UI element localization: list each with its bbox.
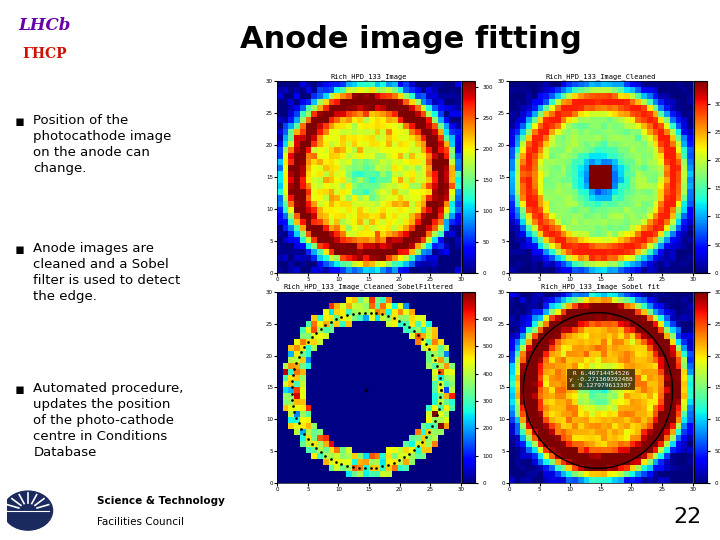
Text: Anode image fitting: Anode image fitting	[240, 25, 581, 55]
Text: R 6.46714454526
y -0.271369392488
x 0.127979613307: R 6.46714454526 y -0.271369392488 x 0.12…	[569, 372, 633, 388]
Circle shape	[4, 491, 53, 530]
Text: Position of the
photocathode image
on the anode can
change.: Position of the photocathode image on th…	[34, 113, 172, 174]
Text: ΓHCP: ΓHCP	[23, 48, 67, 62]
Title: Rich_HPD_133_Image_Cleaned: Rich_HPD_133_Image_Cleaned	[546, 73, 656, 80]
Text: LHCb: LHCb	[19, 17, 71, 34]
Title: Rich_HPD_133_Image: Rich_HPD_133_Image	[330, 73, 408, 80]
Text: 22: 22	[674, 507, 702, 528]
Title: Rich_HPD_133_Image Sobel fit: Rich_HPD_133_Image Sobel fit	[541, 284, 660, 291]
Text: ▪: ▪	[15, 113, 25, 129]
Text: Anode images are
cleaned and a Sobel
filter is used to detect
the edge.: Anode images are cleaned and a Sobel fil…	[34, 242, 181, 303]
Text: Facilities Council: Facilities Council	[97, 517, 184, 527]
Text: Science & Technology: Science & Technology	[97, 496, 225, 507]
Text: ▪: ▪	[15, 242, 25, 257]
Text: Automated procedure,
updates the position
of the photo-cathode
centre in Conditi: Automated procedure, updates the positio…	[34, 382, 184, 459]
Title: Rich_HPD_133_Image_Cleaned_SobelFiltered: Rich_HPD_133_Image_Cleaned_SobelFiltered	[284, 284, 454, 291]
Text: ▪: ▪	[15, 382, 25, 397]
